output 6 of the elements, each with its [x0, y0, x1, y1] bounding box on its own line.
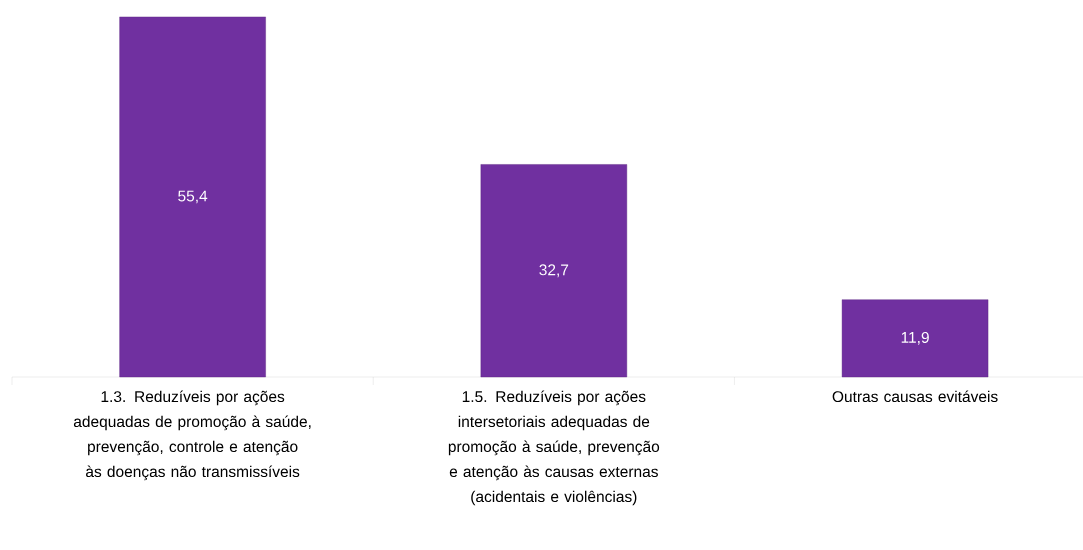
x-tick-label: 1.5. Reduzíveis por ações intersetoriais adequadas de promoção à saúde, prevenção e atenção às causas externas (acidentais e violências) — [448, 390, 660, 506]
data-label: 11,9 — [901, 331, 929, 345]
data-label: 32,7 — [539, 264, 569, 278]
x-tick-label: 1.3. Reduzíveis por ações adequadas de promoção à saúde, prevenção, controle e atenção às doenças não transmissíveis — [73, 390, 311, 481]
data-label: 55,4 — [178, 190, 208, 204]
x-tick-label: Outras causas evitáveis — [832, 390, 998, 403]
